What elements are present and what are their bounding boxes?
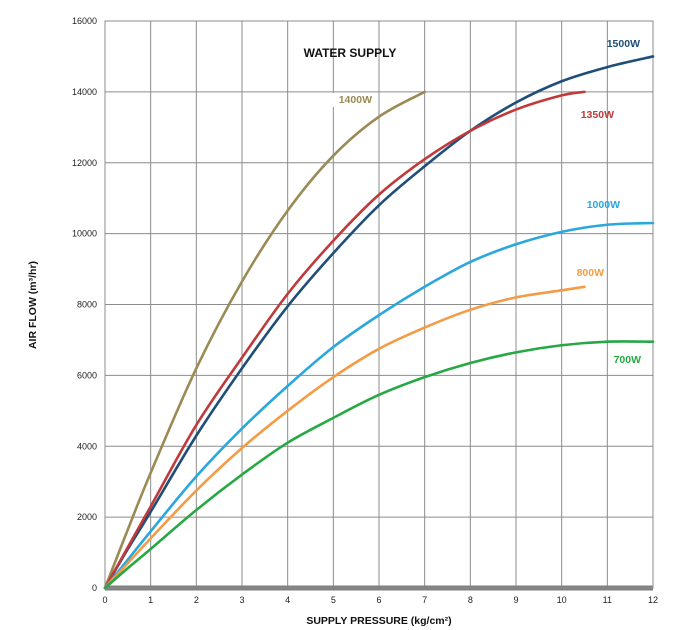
series-line-800w — [103, 285, 586, 590]
y-axis-title: AIR FLOW (m³/hr) — [27, 261, 39, 349]
x-tick-label: 8 — [468, 595, 473, 605]
x-tick-label: 1 — [148, 595, 153, 605]
x-axis-title: SUPPLY PRESSURE (kg/cm²) — [306, 615, 451, 627]
y-tick-label: 12000 — [72, 158, 97, 168]
tick-labels: 0 1 2 3 4 5 6 7 8 9 10 11 12020004000600080001000012… — [72, 16, 658, 605]
series-line-1000w — [103, 221, 655, 590]
x-tick-label: 12 — [648, 595, 658, 605]
series-label-700w: 700W — [614, 354, 642, 366]
series-line-1500w — [103, 55, 655, 590]
x-tick-label: 10 — [557, 595, 567, 605]
x-tick-label: 2 — [194, 595, 199, 605]
y-tick-label: 16000 — [72, 16, 97, 26]
series-labels: 1500W 1400W 1350W 1000W 800W 700W — [330, 38, 641, 366]
grid — [104, 20, 654, 591]
series-line-1350w — [103, 90, 586, 590]
plot-frame — [104, 20, 654, 589]
x-tick-label: 9 — [513, 595, 518, 605]
series-label-1350w: 1350W — [581, 109, 614, 121]
x-tick-label: 0 — [102, 595, 107, 605]
x-tick-label: 3 — [239, 595, 244, 605]
series-line-1400w — [103, 90, 426, 590]
chart-title: WATER SUPPLY — [304, 46, 397, 60]
series-label-bg-1400w — [330, 93, 374, 107]
x-tick-label: 4 — [285, 595, 290, 605]
series-lines — [103, 55, 655, 590]
x-tick-label: 5 — [331, 595, 336, 605]
y-tick-label: 4000 — [77, 441, 97, 451]
x-tick-label: 11 — [603, 595, 612, 605]
series-label-1500w: 1500W — [607, 38, 640, 50]
y-tick-label: 0 — [92, 583, 97, 593]
series-label-800w: 800W — [577, 267, 605, 279]
x-tick-label: 7 — [422, 595, 427, 605]
y-tick-label: 14000 — [72, 87, 97, 97]
y-tick-label: 6000 — [77, 370, 97, 380]
series-line-700w — [103, 340, 655, 590]
x-tick-label: 6 — [376, 595, 381, 605]
series-label-1000w: 1000W — [587, 199, 620, 211]
y-tick-label: 10000 — [72, 229, 97, 239]
y-tick-label: 2000 — [77, 512, 97, 522]
y-tick-label: 8000 — [77, 300, 97, 310]
series-label-1400w: 1400W — [339, 94, 372, 106]
